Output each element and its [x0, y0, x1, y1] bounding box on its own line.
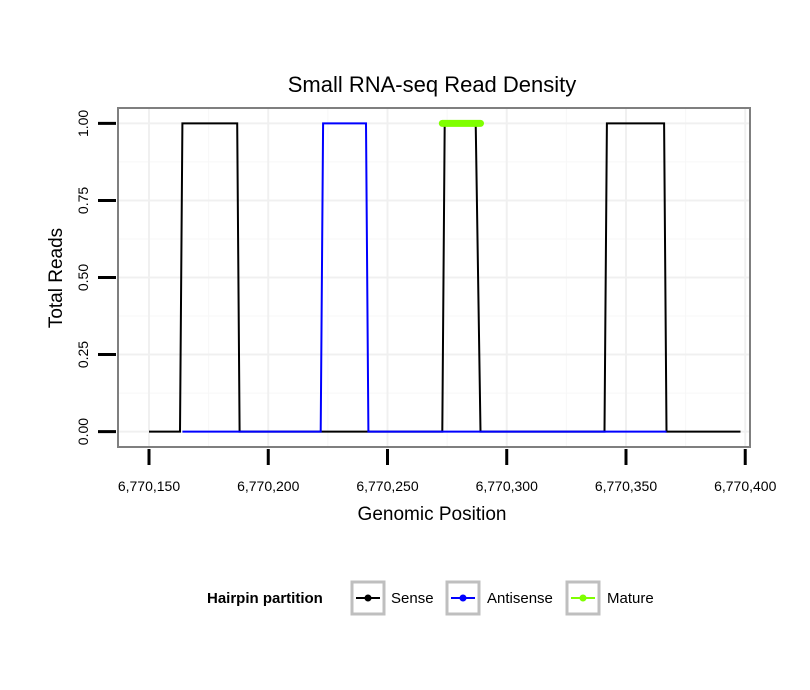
y-tick-label: 1.00 — [75, 110, 91, 137]
series-layer — [149, 119, 741, 433]
legend-label-mature: Mature — [607, 590, 654, 607]
legend: Hairpin partition Sense Antisense Mature — [207, 580, 654, 616]
legend-label-antisense: Antisense — [487, 590, 553, 607]
y-axis-title: Total Reads — [46, 228, 67, 328]
x-axis: 6,770,150 6,770,200 6,770,250 6,770,300 6,77… — [118, 449, 777, 494]
y-tick-label: 0.25 — [75, 341, 91, 368]
y-tick-label: 0.75 — [75, 187, 91, 214]
x-tick-label: 6,770,250 — [356, 478, 418, 494]
grid-minor — [119, 109, 749, 446]
legend-point-sense — [364, 594, 372, 602]
legend-label-sense: Sense — [391, 590, 434, 607]
y-tick-label: 0.50 — [75, 264, 91, 291]
legend-title: Hairpin partition — [207, 590, 323, 607]
legend-point-mature — [579, 594, 587, 602]
x-tick-label: 6,770,200 — [237, 478, 299, 494]
x-tick-label: 6,770,400 — [714, 478, 776, 494]
legend-item-sense: Sense — [350, 580, 434, 616]
legend-item-mature: Mature — [565, 580, 654, 616]
y-tick-label: 0.00 — [75, 418, 91, 445]
x-tick-label: 6,770,350 — [595, 478, 657, 494]
chart-title: Small RNA-seq Read Density — [288, 72, 577, 97]
x-axis-title: Genomic Position — [358, 504, 507, 525]
series-line-antisense — [182, 122, 667, 433]
x-tick-label: 6,770,150 — [118, 478, 180, 494]
legend-item-antisense: Antisense — [445, 580, 553, 616]
y-axis: 0.00 0.25 0.50 0.75 1.00 — [75, 110, 116, 445]
legend-point-antisense — [459, 594, 467, 602]
x-tick-label: 6,770,300 — [476, 478, 538, 494]
